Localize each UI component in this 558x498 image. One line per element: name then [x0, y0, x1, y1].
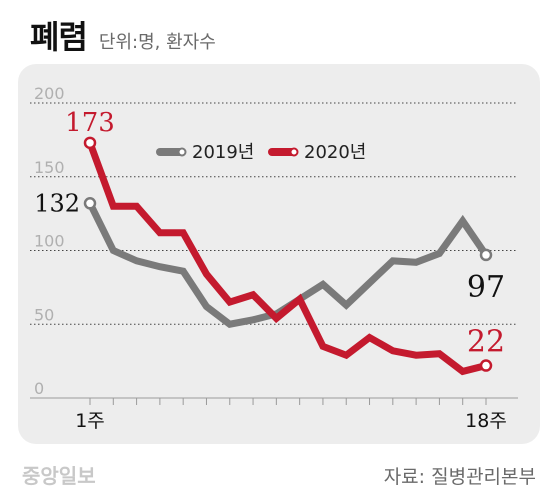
data-label-layer: 132 173 97 22: [34, 108, 505, 360]
legend-label: 2020년: [304, 142, 366, 163]
series-point-2019년: [83, 197, 97, 210]
y-tick-layer: 200 150 100 50 0: [34, 84, 65, 398]
chart-panel: [18, 64, 540, 444]
unit-subtitle: 단위:명, 환자수: [98, 32, 216, 53]
y-tick-label: 100: [34, 232, 65, 251]
page-title: 폐렴: [30, 18, 88, 56]
legend-label: 2019년: [192, 142, 254, 163]
x-tick-label-first: 1주: [75, 410, 105, 432]
series-line-2020년: [86, 141, 487, 376]
series-point-2020년: [479, 359, 493, 372]
y-tick-label: 50: [34, 305, 54, 324]
x-tick-label-last: 18주: [465, 410, 507, 432]
start-label-2019: 132: [34, 189, 80, 217]
series-point-2020년: [83, 136, 97, 150]
legend-swatch-dot: [177, 147, 187, 157]
start-label-2020: 173: [65, 108, 115, 138]
series-point-2019년: [479, 248, 493, 262]
y-tick-label: 150: [34, 158, 65, 177]
legend: 2019년 2020년: [156, 142, 366, 163]
y-tick-label: 0: [34, 379, 44, 398]
end-label-2019: 97: [467, 270, 505, 305]
legend-swatch-dot: [289, 147, 299, 157]
y-tick-label: 200: [34, 84, 65, 103]
logo-wordmark: 중앙일보: [22, 464, 96, 488]
series-layer: [83, 136, 493, 376]
source-credit: 자료: 질병관리본부: [383, 466, 536, 488]
end-label-2020: 22: [467, 325, 505, 360]
title-row: 폐렴 단위:명, 환자수: [30, 12, 216, 56]
x-tick-layer: 1주 18주: [75, 410, 507, 432]
